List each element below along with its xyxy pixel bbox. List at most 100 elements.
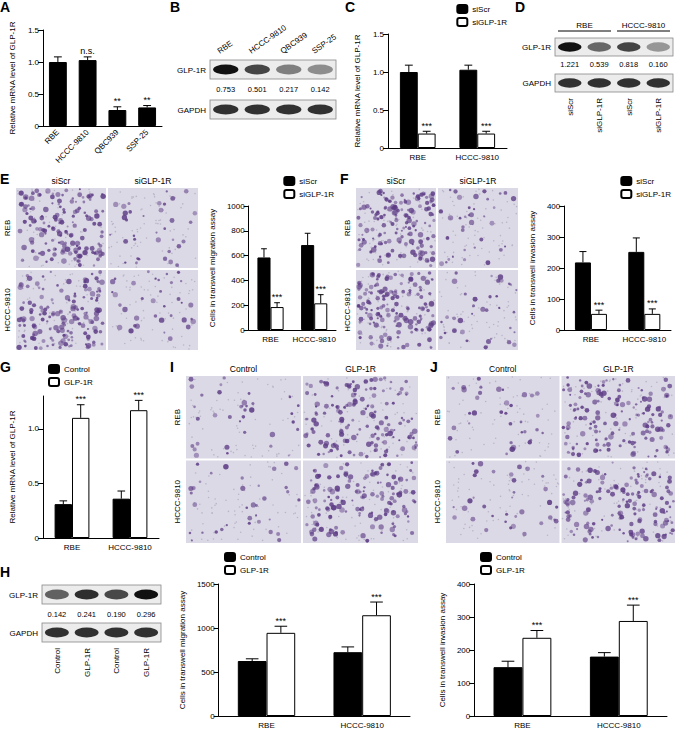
svg-text:HCCC-9810: HCCC-9810 xyxy=(455,153,499,162)
svg-text:RBE: RBE xyxy=(410,153,426,162)
svg-text:GLP-1R: GLP-1R xyxy=(345,364,376,374)
svg-text:0.5: 0.5 xyxy=(28,479,40,488)
svg-text:200: 200 xyxy=(547,264,561,273)
svg-text:Control: Control xyxy=(53,648,62,674)
svg-text:HCCC-9810: HCCC-9810 xyxy=(433,479,442,523)
svg-text:siGLP-1R: siGLP-1R xyxy=(636,190,671,199)
svg-text:siScr: siScr xyxy=(299,177,317,186)
svg-text:100: 100 xyxy=(547,295,561,304)
svg-text:200: 200 xyxy=(457,646,471,655)
svg-text:1000: 1000 xyxy=(197,624,215,633)
svg-text:HCCC-9810: HCCC-9810 xyxy=(3,288,12,332)
svg-text:REB: REB xyxy=(433,409,442,425)
svg-text:HCCC-9810: HCCC-9810 xyxy=(622,21,666,30)
svg-text:***: *** xyxy=(532,620,543,630)
svg-text:n.s.: n.s. xyxy=(80,46,95,56)
svg-text:siGLP-1R: siGLP-1R xyxy=(472,18,507,27)
svg-text:Cells in transwell migration a: Cells in transwell migration assay xyxy=(208,209,217,327)
svg-text:**: ** xyxy=(144,95,152,105)
svg-text:Control: Control xyxy=(230,364,258,374)
svg-text:600: 600 xyxy=(231,251,245,260)
svg-text:1500: 1500 xyxy=(197,580,215,589)
svg-text:***: *** xyxy=(628,595,639,605)
svg-text:300: 300 xyxy=(547,233,561,242)
svg-text:Relative mRNA level of GLP-1R: Relative mRNA level of GLP-1R xyxy=(8,21,17,134)
svg-text:0: 0 xyxy=(210,712,215,721)
svg-text:***: *** xyxy=(133,390,144,400)
svg-text:Control: Control xyxy=(64,365,90,374)
svg-text:SSP-25: SSP-25 xyxy=(310,32,338,56)
svg-text:siScr: siScr xyxy=(625,98,634,116)
svg-text:1.221: 1.221 xyxy=(560,60,579,69)
svg-text:1.0: 1.0 xyxy=(373,68,385,77)
svg-text:400: 400 xyxy=(457,580,471,589)
svg-text:***: *** xyxy=(371,592,382,602)
svg-text:HCCC-9810: HCCC-9810 xyxy=(108,543,152,552)
svg-text:0.142: 0.142 xyxy=(47,610,66,619)
svg-text:0.539: 0.539 xyxy=(590,60,609,69)
svg-text:HCCC-9810: HCCC-9810 xyxy=(597,721,641,730)
svg-text:0.5: 0.5 xyxy=(28,90,40,99)
svg-text:REB: REB xyxy=(3,220,12,236)
svg-text:GAPDH: GAPDH xyxy=(523,79,552,88)
svg-text:RBE: RBE xyxy=(64,543,80,552)
svg-text:0.296: 0.296 xyxy=(137,610,156,619)
svg-text:siGLP-1R: siGLP-1R xyxy=(654,98,663,133)
svg-text:siGLP-1R: siGLP-1R xyxy=(299,190,334,199)
svg-text:siScr: siScr xyxy=(636,177,654,186)
svg-text:HCCC-9810: HCCC-9810 xyxy=(173,479,182,523)
svg-text:RBE: RBE xyxy=(216,39,235,56)
svg-text:RBE: RBE xyxy=(583,335,599,344)
svg-text:200: 200 xyxy=(231,301,245,310)
svg-text:0.190: 0.190 xyxy=(107,610,126,619)
svg-text:RBE: RBE xyxy=(576,21,592,30)
svg-text:siGLP-1R: siGLP-1R xyxy=(460,176,497,186)
svg-text:***: *** xyxy=(75,394,86,404)
svg-text:SSP-25: SSP-25 xyxy=(124,127,150,153)
svg-text:Control: Control xyxy=(112,648,121,674)
svg-text:***: *** xyxy=(276,616,287,626)
svg-text:Cells in transwell invasion as: Cells in transwell invasion assay xyxy=(438,593,447,708)
svg-text:500: 500 xyxy=(201,668,215,677)
svg-text:GAPDH: GAPDH xyxy=(178,106,207,115)
svg-text:***: *** xyxy=(594,300,605,310)
svg-text:HCCC-9810: HCCC-9810 xyxy=(54,127,92,165)
svg-text:HCCC-9810: HCCC-9810 xyxy=(623,335,667,344)
svg-text:siScr: siScr xyxy=(472,5,490,14)
svg-text:0.501: 0.501 xyxy=(248,85,267,94)
svg-text:**: ** xyxy=(114,96,122,106)
svg-text:1.5: 1.5 xyxy=(28,26,40,35)
svg-text:siScr: siScr xyxy=(566,98,575,116)
svg-text:siGLP-1R: siGLP-1R xyxy=(135,176,172,186)
svg-text:0.160: 0.160 xyxy=(649,60,668,69)
svg-text:0.818: 0.818 xyxy=(619,60,638,69)
svg-text:0: 0 xyxy=(556,326,561,335)
svg-text:0.753: 0.753 xyxy=(216,85,235,94)
svg-text:siGLP-1R: siGLP-1R xyxy=(595,98,604,133)
svg-text:GLP-1R: GLP-1R xyxy=(522,43,551,52)
svg-text:400: 400 xyxy=(231,276,245,285)
svg-text:GLP-1R: GLP-1R xyxy=(177,66,206,75)
svg-text:GLP-1R: GLP-1R xyxy=(142,648,151,677)
svg-text:0: 0 xyxy=(35,534,40,543)
svg-text:0.217: 0.217 xyxy=(279,85,298,94)
svg-text:0: 0 xyxy=(35,122,40,131)
svg-text:siScr: siScr xyxy=(52,176,71,186)
svg-text:GLP-1R: GLP-1R xyxy=(603,364,634,374)
svg-text:***: *** xyxy=(481,121,492,131)
svg-text:***: *** xyxy=(315,284,326,294)
svg-text:GLP-1R: GLP-1R xyxy=(64,378,93,387)
svg-text:***: *** xyxy=(647,298,658,308)
svg-text:siScr: siScr xyxy=(387,176,406,186)
svg-text:***: *** xyxy=(272,292,283,302)
svg-text:Relative mRNA level of GLP-1R: Relative mRNA level of GLP-1R xyxy=(353,34,362,147)
svg-text:800: 800 xyxy=(231,226,245,235)
svg-text:1.5: 1.5 xyxy=(373,30,385,39)
svg-text:400: 400 xyxy=(547,202,561,211)
svg-text:300: 300 xyxy=(457,613,471,622)
svg-text:Control: Control xyxy=(489,364,517,374)
svg-text:1.0: 1.0 xyxy=(28,424,40,433)
svg-text:***: *** xyxy=(421,121,432,131)
svg-text:QBC939: QBC939 xyxy=(279,30,310,55)
svg-text:0: 0 xyxy=(240,326,245,335)
